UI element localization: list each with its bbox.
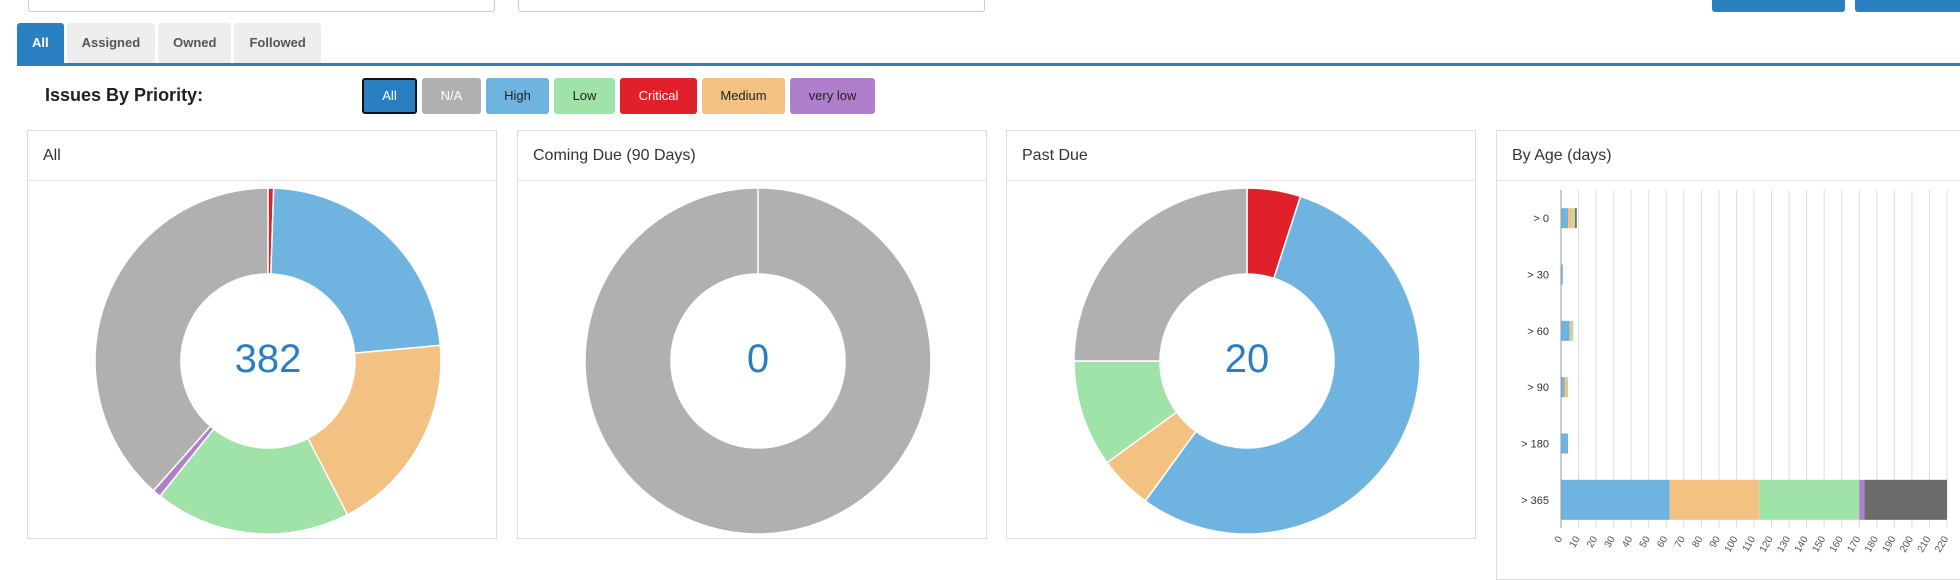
x-tick-label: 50 [1638, 534, 1653, 550]
x-tick-label: 90 [1708, 534, 1723, 550]
donut-slice-high[interactable] [1144, 195, 1421, 535]
bar-segment-medium[interactable] [1564, 377, 1569, 398]
panel-by-age: By Age (days) 0 10 20 30 40 50 60 70 80 90 100 110 1… [1496, 130, 1960, 580]
bar-segment-medium[interactable] [1569, 320, 1572, 341]
donut-slice-n-a[interactable] [1073, 187, 1248, 362]
primary-action-button[interactable] [1712, 0, 1845, 12]
x-tick-label: 190 [1881, 534, 1899, 554]
donut-chart-past-due [1073, 187, 1421, 535]
bar-segment-n-a[interactable] [1864, 479, 1947, 520]
priority-title: Issues By Priority: [45, 85, 204, 105]
donut-slice-n-a[interactable] [94, 187, 269, 492]
priority-na-button[interactable]: N/A [422, 78, 481, 114]
x-tick-label: 0 [1553, 534, 1566, 545]
tab-divider [17, 63, 1960, 66]
x-tick-label: 60 [1655, 534, 1670, 550]
x-tick-label: 100 [1723, 534, 1741, 554]
bar-segment-low[interactable] [1759, 479, 1860, 520]
panel-past-due: Past Due 20 [1006, 130, 1476, 539]
x-tick-label: 40 [1620, 534, 1635, 550]
x-tick-label: 110 [1741, 534, 1759, 554]
issue-tabs: All Assigned Owned Followed [17, 23, 324, 63]
x-tick-label: 180 [1863, 534, 1881, 554]
top-toolbar [0, 0, 1960, 18]
priority-filter: All N/A High Low Critical Medium very lo… [362, 78, 880, 114]
donut-slice-medium[interactable] [306, 344, 442, 516]
total-past-due: 20 [1224, 337, 1270, 381]
bar-segment-medium[interactable] [1568, 208, 1574, 229]
tab-assigned[interactable]: Assigned [66, 23, 156, 63]
bar-segment-high[interactable] [1561, 320, 1570, 341]
priority-very-low-button[interactable]: very low [790, 78, 875, 114]
x-tick-label: 220 [1933, 534, 1951, 554]
panel-title-all: All [28, 131, 496, 181]
x-tick-label: 120 [1758, 534, 1776, 554]
secondary-action-button[interactable] [1855, 0, 1960, 12]
total-all: 382 [234, 337, 302, 381]
bar-segment-n-a[interactable] [1575, 208, 1577, 229]
bar-segment-low[interactable] [1573, 208, 1576, 229]
bar-segment-high[interactable] [1561, 264, 1563, 285]
x-tick-label: 130 [1775, 534, 1793, 554]
priority-low-button[interactable]: Low [554, 78, 615, 114]
y-tick-label: > 180 [1521, 439, 1549, 451]
x-tick-label: 70 [1673, 534, 1688, 550]
y-tick-label: > 90 [1527, 382, 1549, 394]
tab-all[interactable]: All [17, 23, 64, 63]
x-tick-label: 210 [1916, 534, 1934, 554]
search-input[interactable] [518, 0, 985, 12]
bar-chart-by-age: 0 10 20 30 40 50 60 70 80 90 100 110 120 130 140 150 160… [1521, 190, 1951, 555]
panel-title-by-age: By Age (days) [1497, 131, 1960, 181]
bar-segment-high[interactable] [1561, 433, 1569, 454]
donut-slice-low[interactable] [158, 427, 349, 535]
donut-chart-all [94, 187, 442, 535]
bar-segment-high[interactable] [1561, 479, 1670, 520]
donut-slice-n-a[interactable] [584, 187, 932, 535]
y-tick-label: > 30 [1527, 270, 1549, 282]
x-tick-label: 10 [1568, 534, 1583, 550]
panel-coming-due: Coming Due (90 Days) 0 [517, 130, 987, 539]
y-tick-label: > 0 [1533, 213, 1549, 225]
bar-segment-high[interactable] [1561, 208, 1569, 229]
priority-medium-button[interactable]: Medium [702, 78, 785, 114]
x-tick-label: 20 [1585, 534, 1600, 550]
y-tick-label: > 365 [1521, 495, 1549, 507]
x-tick-label: 160 [1828, 534, 1846, 554]
panel-all: All 382 [27, 130, 497, 539]
panel-title-coming-due: Coming Due (90 Days) [518, 131, 986, 181]
donut-slice-high[interactable] [270, 187, 442, 354]
panel-title-past-due: Past Due [1007, 131, 1475, 181]
priority-critical-button[interactable]: Critical [620, 78, 697, 114]
x-tick-label: 140 [1793, 534, 1811, 554]
bar-segment-very-low[interactable] [1859, 479, 1865, 520]
priority-all-button[interactable]: All [362, 78, 417, 114]
total-coming-due: 0 [746, 337, 770, 381]
x-tick-label: 150 [1810, 534, 1828, 554]
x-tick-label: 170 [1846, 534, 1864, 554]
priority-high-button[interactable]: High [486, 78, 549, 114]
y-tick-label: > 60 [1527, 326, 1549, 338]
tab-followed[interactable]: Followed [234, 23, 321, 63]
bar-segment-low[interactable] [1571, 320, 1574, 341]
tab-owned[interactable]: Owned [158, 23, 232, 63]
bar-segment-medium[interactable] [1669, 479, 1760, 520]
donut-chart-coming-due [584, 187, 932, 535]
x-tick-label: 80 [1690, 534, 1705, 550]
x-tick-label: 30 [1603, 534, 1618, 550]
bar-segment-high[interactable] [1561, 377, 1565, 398]
x-tick-label: 200 [1898, 534, 1916, 554]
filter-input[interactable] [28, 0, 495, 12]
